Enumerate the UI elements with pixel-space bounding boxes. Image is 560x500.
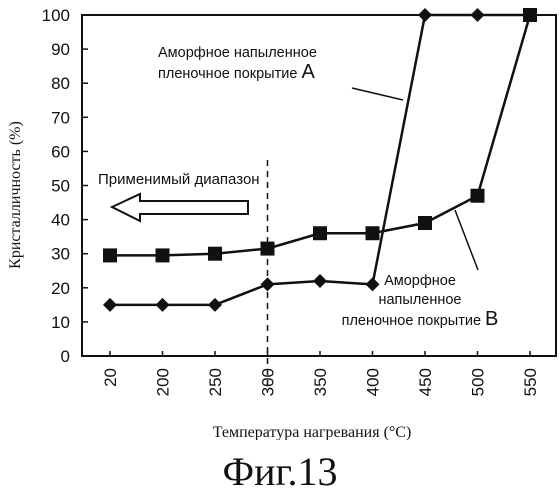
y-tick-label: 0	[61, 347, 70, 366]
data-point-diamond	[156, 298, 170, 312]
x-tick-label: 200	[154, 368, 173, 396]
y-tick-label: 40	[51, 211, 70, 230]
y-tick-label: 100	[42, 6, 70, 25]
y-tick-label: 50	[51, 177, 70, 196]
y-tick-label: 30	[51, 245, 70, 264]
figure-caption: Фиг.13	[0, 448, 560, 495]
y-axis-label: Кристалличность (%)	[7, 121, 24, 269]
x-tick-label: 550	[521, 368, 540, 396]
y-tick-label: 60	[51, 142, 70, 161]
series-a-annotation: Аморфное напыленное пленочное покрытие A	[158, 44, 358, 84]
data-point-square	[156, 248, 170, 262]
data-point-square	[523, 8, 537, 22]
x-tick-label: 450	[416, 368, 435, 396]
y-tick-label: 20	[51, 279, 70, 298]
x-tick-label: 250	[206, 368, 225, 396]
y-tick-label: 10	[51, 313, 70, 332]
x-tick-label: 350	[311, 368, 330, 396]
series-b-annotation: Аморфное напыленное пленочное покрытие B	[320, 272, 520, 331]
series-b-annotation-line3: пленочное покрытие	[342, 313, 481, 329]
series-a-tag: A	[301, 61, 314, 83]
series-a-annotation-line1: Аморфное напыленное	[158, 44, 358, 63]
series-a-annotation-line2: пленочное покрытие	[158, 66, 297, 82]
series-b-annotation-line3-wrap: пленочное покрытие B	[320, 310, 520, 331]
data-point-square	[208, 247, 222, 261]
data-point-square	[261, 242, 275, 256]
data-point-square	[471, 189, 485, 203]
series-b-tag: B	[485, 308, 498, 330]
data-point-diamond	[103, 298, 117, 312]
data-point-square	[103, 248, 117, 262]
data-point-diamond	[208, 298, 222, 312]
y-tick-label: 70	[51, 108, 70, 127]
series-a-leader-line	[352, 88, 403, 100]
y-tick-label: 80	[51, 74, 70, 93]
data-point-square	[366, 226, 380, 240]
data-point-square	[313, 226, 327, 240]
data-point-diamond	[418, 8, 432, 22]
x-tick-label: 400	[364, 368, 383, 396]
x-tick-label: 500	[469, 368, 488, 396]
series-a-annotation-line2-wrap: пленочное покрытие A	[158, 63, 358, 84]
data-point-diamond	[471, 8, 485, 22]
data-point-square	[418, 216, 432, 230]
series-b-annotation-line1: Аморфное	[320, 272, 520, 291]
x-tick-label: 20	[101, 368, 120, 387]
y-tick-label: 90	[51, 40, 70, 59]
series-b-leader-line	[455, 210, 478, 270]
data-point-diamond	[261, 277, 275, 291]
x-axis-label: Температура нагревания (°C)	[213, 424, 412, 440]
applicable-range-label: Применимый диапазон	[98, 171, 260, 188]
left-arrow-icon	[112, 194, 248, 221]
